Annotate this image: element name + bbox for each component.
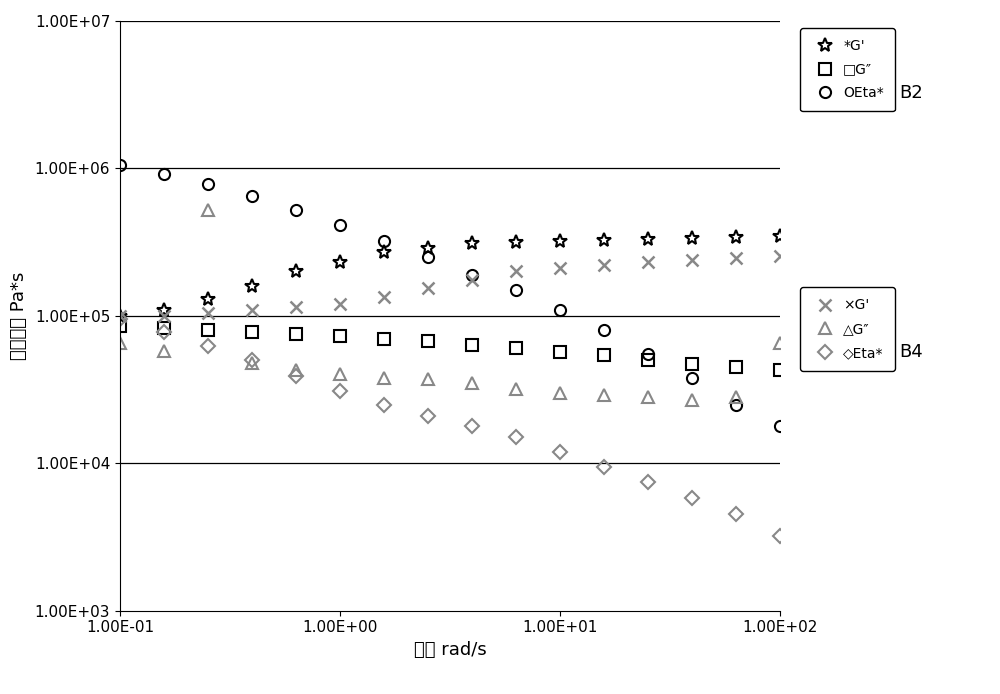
X-axis label: 频率 rad/s: 频率 rad/s [414,641,486,659]
Text: B2: B2 [899,83,923,101]
Legend: ×G', △G″, ◇Eta*: ×G', △G″, ◇Eta* [800,287,895,371]
Text: B4: B4 [899,343,923,361]
Y-axis label: 动态粘度 Pa*s: 动态粘度 Pa*s [10,271,28,360]
